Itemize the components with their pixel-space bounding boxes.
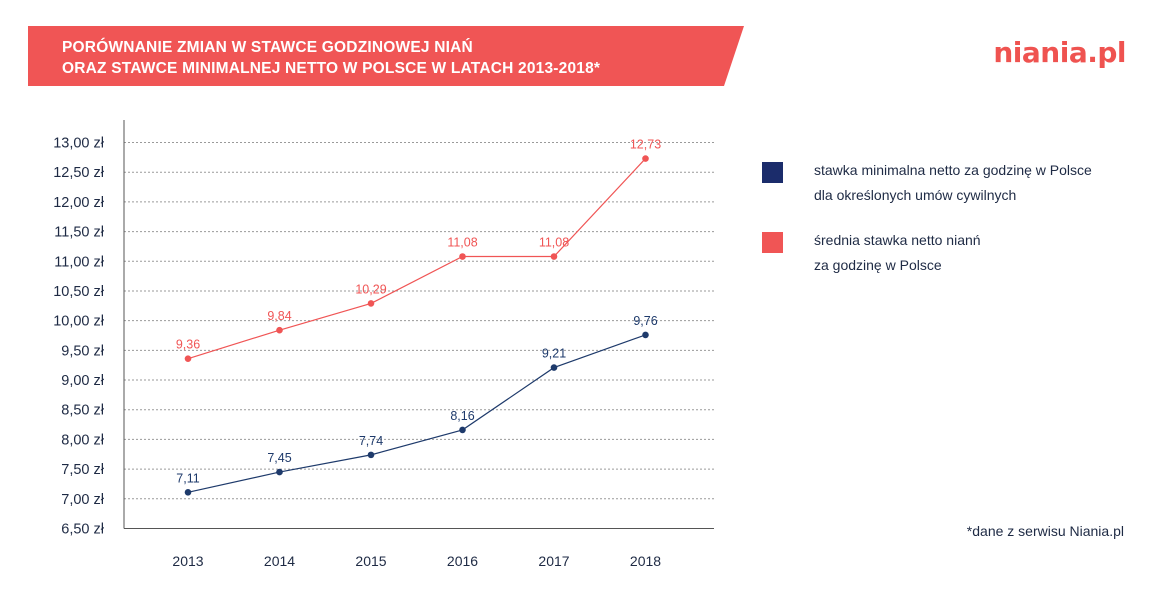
- legend-label-line2: dla określonych umów cywilnych: [814, 187, 1017, 203]
- data-label: 7,45: [267, 451, 291, 465]
- legend-swatch-navy: [762, 162, 783, 183]
- data-point: [367, 300, 375, 307]
- legend-label-line1: średnia stawka netto nianń: [814, 232, 981, 248]
- y-tick-label: 10,00 zł: [53, 314, 105, 330]
- y-tick-label: 8,50 zł: [61, 403, 104, 419]
- series-line: [187, 334, 646, 493]
- y-tick-label: 12,50 zł: [53, 165, 105, 181]
- data-point: [459, 426, 466, 434]
- y-tick-label: 9,00 zł: [61, 373, 104, 389]
- legend-label: średnia stawka netto nianń za godzinę w …: [814, 228, 1144, 278]
- data-label: 11,08: [539, 236, 569, 250]
- x-tick-label: 2014: [264, 553, 295, 569]
- data-label: 9,76: [633, 314, 657, 328]
- data-label: 7,74: [359, 434, 383, 448]
- banner-shape: [28, 26, 744, 86]
- title-banner: PORÓWNANIE ZMIAN W STAWCE GODZINOWEJ NIA…: [28, 26, 744, 86]
- y-tick-label: 7,50 zł: [61, 462, 104, 478]
- legend-swatch-red: [762, 232, 783, 253]
- data-label: 11,08: [447, 236, 477, 250]
- data-label: 8,16: [450, 409, 474, 423]
- data-point: [184, 355, 192, 362]
- y-tick-label: 10,50 zł: [53, 284, 105, 300]
- y-tick-label: 11,00 zł: [54, 254, 104, 270]
- legend-label: stawka minimalna netto za godzinę w Pols…: [814, 158, 1144, 208]
- data-point: [276, 468, 283, 476]
- data-label: 9,36: [176, 338, 200, 352]
- banner-background: [28, 26, 744, 86]
- y-tick-label: 6,50 zł: [61, 522, 104, 538]
- y-tick-label: 12,00 zł: [53, 195, 105, 211]
- data-point: [367, 451, 375, 459]
- y-tick-label: 9,50 zł: [61, 343, 104, 359]
- x-tick-label: 2018: [630, 553, 661, 569]
- data-point: [550, 364, 558, 371]
- data-label: 10,29: [355, 282, 386, 296]
- x-tick-label: 2016: [447, 553, 478, 569]
- y-tick-label: 7,00 zł: [61, 492, 104, 508]
- y-tick-label: 11,50 zł: [54, 225, 104, 241]
- data-point: [642, 155, 649, 162]
- legend-label-line1: stawka minimalna netto za godzinę w Pols…: [814, 162, 1092, 178]
- niania-logo: niania.pl: [993, 36, 1126, 69]
- data-point: [276, 326, 283, 334]
- legend-label-line2: za godzinę w Polsce: [814, 257, 942, 273]
- data-label: 9,84: [267, 309, 291, 323]
- x-tick-label: 2017: [538, 553, 569, 569]
- source-footnote: *dane z serwisu Niania.pl: [966, 523, 1124, 539]
- data-label: 12,73: [630, 138, 661, 152]
- data-point: [550, 253, 558, 260]
- y-tick-label: 8,00 zł: [61, 432, 104, 448]
- data-label: 7,11: [176, 471, 199, 485]
- chart-title-line1: PORÓWNANIE ZMIAN W STAWCE GODZINOWEJ NIA…: [62, 39, 473, 56]
- data-point: [459, 253, 466, 260]
- chart-title: PORÓWNANIE ZMIAN W STAWCE GODZINOWEJ NIA…: [62, 37, 600, 79]
- series-line: [187, 158, 646, 360]
- y-tick-label: 13,00 zł: [53, 136, 105, 152]
- chart-title-line2: ORAZ STAWCE MINIMALNEJ NETTO W POLSCE W …: [62, 60, 601, 77]
- data-point: [184, 488, 192, 496]
- data-label: 9,21: [542, 347, 566, 361]
- x-tick-label: 2013: [172, 553, 203, 569]
- data-point: [642, 331, 649, 339]
- x-tick-label: 2015: [355, 553, 386, 569]
